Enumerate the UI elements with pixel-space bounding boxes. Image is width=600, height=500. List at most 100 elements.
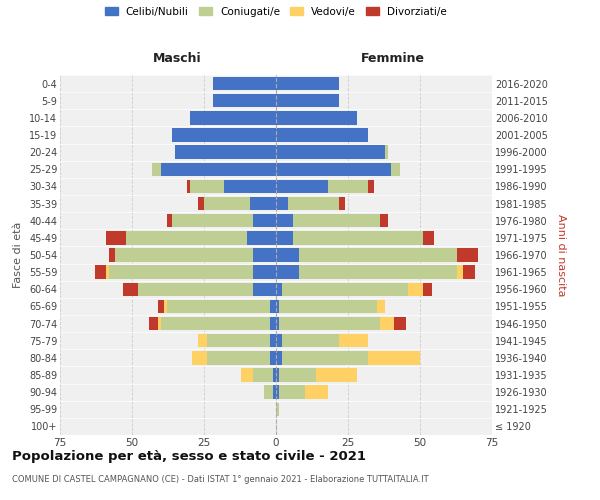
- Bar: [423, 231, 434, 244]
- Bar: [175, 146, 276, 159]
- Text: COMUNE DI CASTEL CAMPAGNANO (CE) - Dati ISTAT 1° gennaio 2021 - Elaborazione TUT: COMUNE DI CASTEL CAMPAGNANO (CE) - Dati …: [12, 475, 428, 484]
- Bar: [276, 180, 328, 193]
- Bar: [276, 300, 279, 313]
- Bar: [391, 162, 400, 176]
- Bar: [340, 197, 345, 210]
- Bar: [273, 386, 276, 399]
- Bar: [193, 351, 207, 364]
- Bar: [212, 94, 276, 108]
- Bar: [394, 317, 406, 330]
- Bar: [106, 266, 109, 279]
- Bar: [380, 214, 388, 228]
- Bar: [276, 146, 385, 159]
- Bar: [124, 282, 138, 296]
- Bar: [368, 351, 420, 364]
- Text: Popolazione per età, sesso e stato civile - 2021: Popolazione per età, sesso e stato civil…: [12, 450, 366, 463]
- Bar: [126, 231, 247, 244]
- Bar: [152, 162, 161, 176]
- Bar: [276, 77, 340, 90]
- Bar: [265, 386, 273, 399]
- Bar: [241, 368, 253, 382]
- Bar: [172, 128, 276, 141]
- Bar: [276, 282, 282, 296]
- Bar: [158, 300, 164, 313]
- Bar: [109, 248, 115, 262]
- Bar: [190, 180, 224, 193]
- Bar: [172, 214, 253, 228]
- Bar: [340, 334, 368, 347]
- Bar: [279, 300, 377, 313]
- Bar: [276, 214, 293, 228]
- Bar: [276, 197, 287, 210]
- Bar: [273, 368, 276, 382]
- Bar: [380, 317, 394, 330]
- Bar: [287, 197, 340, 210]
- Bar: [253, 282, 276, 296]
- Bar: [279, 317, 380, 330]
- Bar: [207, 334, 270, 347]
- Bar: [198, 197, 204, 210]
- Bar: [423, 282, 431, 296]
- Bar: [282, 282, 409, 296]
- Bar: [276, 231, 293, 244]
- Bar: [305, 386, 328, 399]
- Bar: [377, 300, 385, 313]
- Bar: [270, 300, 276, 313]
- Bar: [253, 368, 273, 382]
- Bar: [457, 248, 478, 262]
- Bar: [149, 317, 158, 330]
- Bar: [167, 300, 270, 313]
- Bar: [368, 180, 374, 193]
- Bar: [161, 162, 276, 176]
- Bar: [457, 266, 463, 279]
- Bar: [293, 231, 423, 244]
- Bar: [385, 146, 388, 159]
- Bar: [270, 334, 276, 347]
- Text: Femmine: Femmine: [361, 52, 425, 65]
- Bar: [161, 317, 270, 330]
- Y-axis label: Anni di nascita: Anni di nascita: [556, 214, 566, 296]
- Bar: [138, 282, 253, 296]
- Bar: [190, 111, 276, 124]
- Bar: [167, 214, 172, 228]
- Bar: [106, 231, 126, 244]
- Bar: [282, 351, 368, 364]
- Bar: [276, 368, 279, 382]
- Bar: [328, 180, 368, 193]
- Bar: [187, 180, 190, 193]
- Bar: [276, 386, 279, 399]
- Bar: [463, 266, 475, 279]
- Bar: [276, 402, 279, 416]
- Bar: [109, 266, 253, 279]
- Bar: [299, 248, 457, 262]
- Bar: [276, 266, 299, 279]
- Bar: [164, 300, 167, 313]
- Bar: [299, 266, 457, 279]
- Bar: [250, 197, 276, 210]
- Bar: [224, 180, 276, 193]
- Bar: [276, 334, 282, 347]
- Y-axis label: Fasce di età: Fasce di età: [13, 222, 23, 288]
- Bar: [276, 94, 340, 108]
- Bar: [279, 368, 316, 382]
- Bar: [204, 197, 250, 210]
- Bar: [198, 334, 207, 347]
- Bar: [115, 248, 253, 262]
- Bar: [95, 266, 106, 279]
- Bar: [253, 248, 276, 262]
- Bar: [276, 128, 368, 141]
- Bar: [212, 77, 276, 90]
- Bar: [279, 386, 305, 399]
- Bar: [276, 317, 279, 330]
- Bar: [276, 111, 356, 124]
- Bar: [247, 231, 276, 244]
- Text: Maschi: Maschi: [152, 52, 202, 65]
- Bar: [276, 351, 282, 364]
- Bar: [253, 266, 276, 279]
- Bar: [293, 214, 380, 228]
- Bar: [158, 317, 161, 330]
- Bar: [409, 282, 423, 296]
- Bar: [276, 162, 391, 176]
- Bar: [282, 334, 340, 347]
- Bar: [270, 317, 276, 330]
